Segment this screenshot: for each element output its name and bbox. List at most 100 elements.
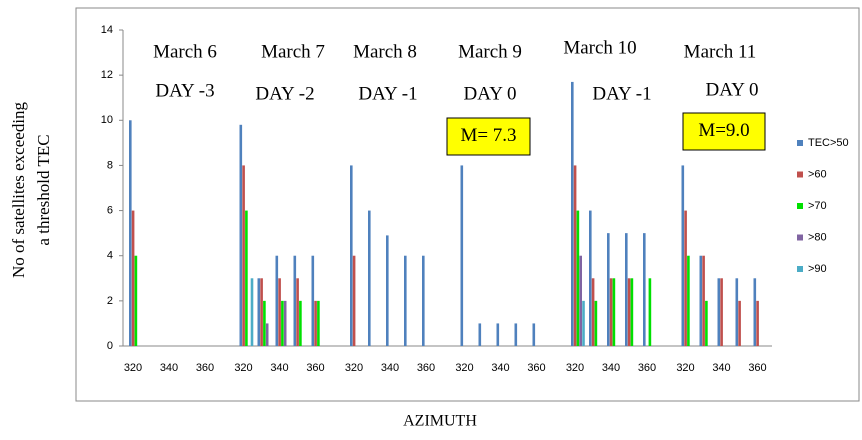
bar [573, 165, 577, 346]
x-tick-label: 340 [381, 362, 399, 374]
annotation-box [682, 112, 766, 151]
bar [134, 255, 138, 346]
annotation: DAY -2 [255, 83, 314, 104]
legend-swatch [797, 203, 803, 209]
bar [257, 278, 261, 346]
bar [571, 81, 574, 347]
legend-label: >70 [808, 200, 827, 212]
bar [648, 278, 652, 346]
y-axis-label: No of satellites exceeding [9, 101, 28, 278]
bar [275, 255, 279, 346]
bar [684, 210, 687, 346]
bar [278, 278, 281, 346]
bar [496, 323, 500, 346]
annotation: March 11 [684, 41, 757, 62]
annotation-box-label: M=9.0 [698, 120, 749, 141]
annotation: DAY -1 [592, 83, 651, 104]
legend-label: TEC>50 [808, 137, 849, 149]
bar [699, 255, 703, 346]
bar [612, 278, 616, 346]
x-tick-label: 320 [455, 362, 473, 374]
bar [643, 233, 646, 346]
x-tick-label: 360 [196, 362, 214, 374]
bar [317, 300, 320, 346]
bar [460, 165, 464, 346]
bar [582, 300, 585, 346]
y-tick-label: 0 [107, 340, 113, 352]
bar [594, 300, 598, 346]
bar [299, 300, 302, 346]
bar [311, 255, 315, 346]
bar [579, 255, 582, 346]
bar [263, 300, 266, 346]
y-axis-label: a threshold TEC [34, 134, 53, 245]
bar [609, 278, 613, 346]
x-tick-label: 340 [602, 362, 620, 374]
bar [422, 255, 425, 346]
annotation: DAY 0 [706, 79, 759, 100]
bar [756, 300, 759, 346]
bar [625, 233, 628, 346]
x-tick-label: 320 [566, 362, 584, 374]
y-tick-label: 4 [107, 250, 113, 262]
bar [250, 278, 254, 346]
bar [705, 300, 708, 346]
bar [296, 278, 299, 346]
bar [717, 278, 721, 346]
bar [753, 278, 757, 346]
bar [607, 233, 610, 346]
bar [681, 165, 685, 346]
annotation: DAY -1 [358, 83, 417, 104]
bar [265, 323, 269, 346]
bar [368, 210, 371, 346]
annotation: March 9 [458, 41, 522, 62]
annotation-box-label: M= 7.3 [460, 125, 516, 146]
annotation-box [446, 117, 531, 156]
x-tick-label: 360 [527, 362, 545, 374]
legend-swatch [797, 140, 803, 146]
annotation: March 6 [153, 41, 217, 62]
annotation: March 10 [563, 37, 636, 58]
bar [129, 120, 132, 347]
bar [735, 278, 739, 346]
annotation: DAY -3 [155, 80, 214, 101]
bar [404, 255, 407, 346]
legend-swatch [797, 234, 803, 241]
bar [131, 210, 135, 346]
bar [514, 323, 518, 346]
bar [589, 210, 592, 346]
x-tick-label: 360 [306, 362, 324, 374]
bar [720, 278, 723, 346]
y-tick-label: 2 [107, 295, 113, 307]
x-tick-label: 320 [124, 362, 142, 374]
bar [242, 165, 245, 346]
annotation: DAY 0 [464, 83, 517, 104]
y-tick-label: 12 [101, 69, 113, 81]
bar [576, 210, 580, 346]
y-tick-label: 6 [107, 204, 113, 216]
legend-swatch [797, 171, 803, 178]
bar [738, 300, 741, 346]
bar [478, 323, 482, 346]
x-tick-label: 340 [491, 362, 509, 374]
bar [293, 255, 297, 346]
annotation: March 8 [353, 41, 417, 62]
bar [687, 255, 690, 346]
bar [352, 255, 356, 346]
bar [239, 124, 243, 346]
bar [283, 300, 287, 346]
bar [350, 165, 353, 346]
x-tick-label: 340 [160, 362, 178, 374]
bar [630, 278, 634, 346]
x-axis-label: AZIMUTH [403, 413, 477, 430]
x-tick-label: 360 [638, 362, 656, 374]
bar [702, 255, 705, 346]
bar [260, 278, 263, 346]
legend-label: >80 [808, 231, 827, 243]
y-tick-label: 14 [101, 24, 113, 36]
annotation: March 7 [261, 41, 325, 62]
bar [386, 235, 389, 346]
x-tick-label: 320 [676, 362, 694, 374]
x-tick-label: 360 [748, 362, 766, 374]
